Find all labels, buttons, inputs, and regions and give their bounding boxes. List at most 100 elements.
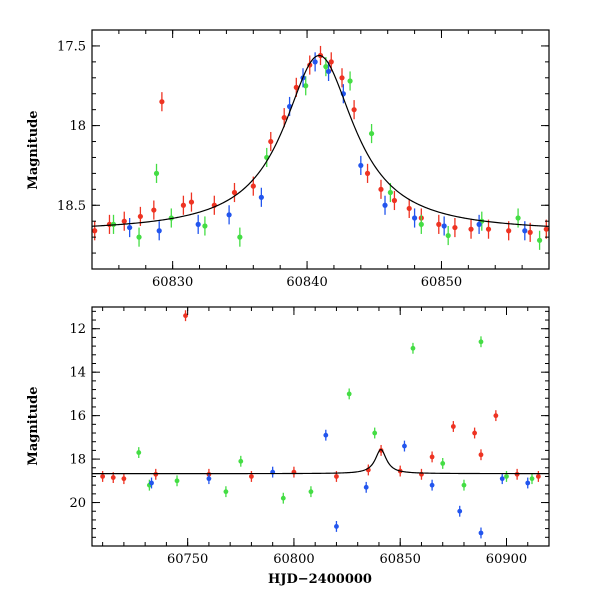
blue-data-point <box>258 194 264 200</box>
blue-data-point <box>325 68 332 75</box>
green-data-point <box>368 130 375 137</box>
blue-data-point <box>411 215 418 221</box>
red-data-point <box>468 226 474 232</box>
top-y-tick-label: 18 <box>69 119 86 134</box>
green-data-point <box>461 482 467 488</box>
red-data-point <box>180 202 186 208</box>
green-data-point <box>303 83 309 89</box>
top-x-tick-label: 60840 <box>286 275 327 290</box>
red-data-point <box>151 207 157 213</box>
blue-data-point <box>334 524 339 529</box>
green-data-point <box>515 215 521 221</box>
blue-data-point <box>127 224 133 231</box>
red-data-point <box>514 471 520 477</box>
red-data-point <box>281 115 287 121</box>
green-data-point <box>372 430 378 436</box>
blue-data-point <box>525 480 531 486</box>
blue-data-point <box>363 484 369 490</box>
red-data-point <box>450 424 456 429</box>
green-data-point <box>478 339 484 345</box>
red-data-point <box>268 138 274 145</box>
red-data-point <box>121 476 127 482</box>
red-data-point <box>351 107 357 113</box>
blue-data-point <box>441 223 447 229</box>
blue-data-point <box>499 476 505 482</box>
red-data-point <box>436 221 442 227</box>
green-data-point <box>504 474 509 479</box>
red-data-point <box>231 189 238 196</box>
red-data-point <box>391 197 398 204</box>
green-data-point <box>280 495 286 501</box>
top-model-curve <box>91 54 550 227</box>
bottom-plot-frame <box>91 306 550 547</box>
bottom-y-tick-label: 12 <box>69 322 86 337</box>
red-data-point <box>452 224 458 231</box>
top-data-points <box>92 45 549 250</box>
red-data-point <box>334 474 339 479</box>
blue-data-point <box>149 480 154 486</box>
bottom-y-tick-label: 18 <box>69 453 86 468</box>
blue-data-point <box>476 221 482 227</box>
bottom-panel: 60750 60800 60850 60900 12 14 16 18 20 Magnitude… <box>26 306 550 587</box>
green-data-point <box>136 450 142 455</box>
blue-data-point <box>478 530 484 536</box>
green-data-point <box>174 478 180 484</box>
red-data-point <box>328 59 334 65</box>
red-data-point <box>92 228 98 234</box>
green-data-point <box>536 237 543 243</box>
red-data-point <box>506 228 512 234</box>
bottom-y-tick-label: 14 <box>69 366 86 381</box>
red-data-point <box>485 226 492 232</box>
red-data-point <box>535 474 541 479</box>
red-data-point <box>378 186 384 192</box>
green-data-point <box>237 234 243 240</box>
red-data-point <box>472 430 478 436</box>
top-y-tick-label: 18.5 <box>57 199 86 214</box>
blue-data-point <box>323 432 329 438</box>
red-data-point <box>527 229 533 235</box>
red-data-point <box>406 205 412 212</box>
bottom-y-tick-label: 20 <box>69 496 86 511</box>
top-plot-frame <box>91 29 550 270</box>
bottom-x-tick-label: 60900 <box>486 552 527 567</box>
red-data-point <box>100 474 106 479</box>
bottom-y-tick-label: 16 <box>69 409 86 424</box>
bottom-y-axis-label: Magnitude <box>26 386 41 465</box>
green-data-point <box>347 78 353 84</box>
green-data-point <box>136 234 142 240</box>
blue-data-point <box>156 228 162 234</box>
blue-data-point <box>429 482 435 488</box>
green-data-point <box>440 461 446 466</box>
red-data-point <box>159 99 165 105</box>
red-data-point <box>543 226 549 232</box>
blue-data-point <box>402 443 407 449</box>
green-data-point <box>308 489 314 495</box>
red-data-point <box>249 474 254 479</box>
red-data-point <box>153 471 159 477</box>
red-data-point <box>364 170 371 176</box>
red-data-point <box>493 413 499 419</box>
red-data-point <box>250 183 256 189</box>
red-data-point <box>137 213 143 220</box>
bottom-x-tick-label: 60800 <box>273 552 314 567</box>
blue-data-point <box>457 508 463 514</box>
top-y-axis-label: Magnitude <box>26 110 41 189</box>
bottom-axis-ticks: 60750 60800 60850 60900 12 14 16 18 20 <box>69 307 550 567</box>
green-data-point <box>238 458 244 464</box>
green-data-point <box>153 170 160 176</box>
top-x-tick-label: 60830 <box>152 275 193 290</box>
green-data-point <box>323 64 329 70</box>
blue-data-point <box>195 221 201 227</box>
red-data-point <box>429 454 435 460</box>
blue-data-point <box>206 476 212 482</box>
green-data-point <box>529 476 535 482</box>
bottom-data-points <box>100 310 541 539</box>
green-data-point <box>346 391 352 397</box>
blue-data-point <box>382 202 388 208</box>
blue-data-point <box>522 228 528 234</box>
green-data-point <box>223 489 229 495</box>
blue-data-point <box>358 162 364 169</box>
bottom-x-tick-label: 60850 <box>380 552 421 567</box>
top-panel: 60830 60840 60850 17.5 18 18.5 Magnitude <box>26 29 550 290</box>
